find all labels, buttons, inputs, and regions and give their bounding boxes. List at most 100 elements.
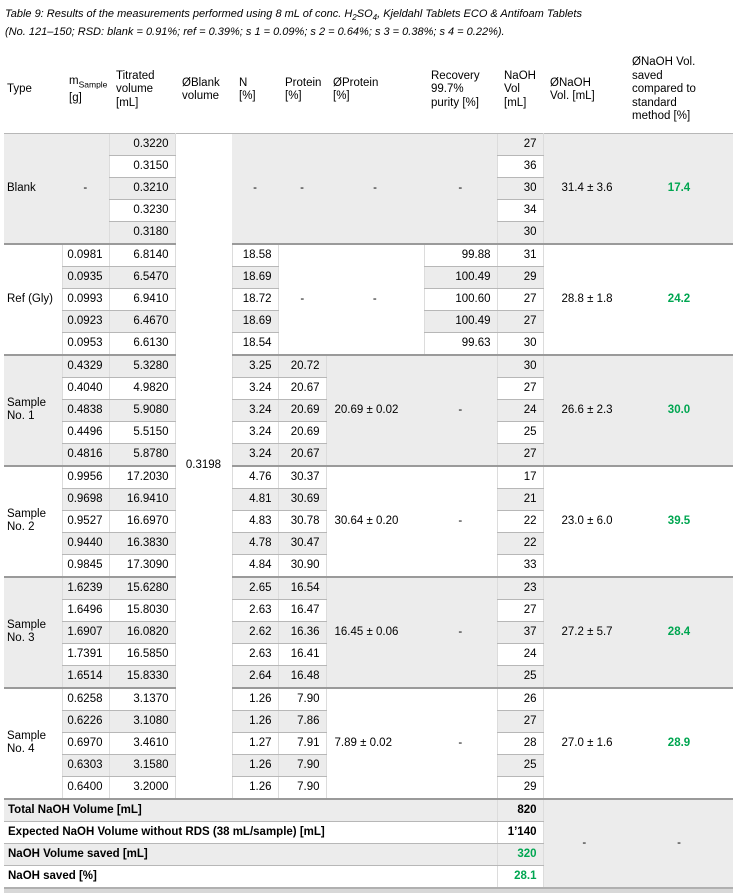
- table-row: 1.6496 15.8030 2.63 16.47 27: [4, 598, 733, 622]
- cell-n-percent: 1.26: [231, 709, 279, 733]
- table-row: Sample No. 1 0.4329 5.3280 3.25 20.72 20.69 ±…: [4, 353, 733, 466]
- cell-recovery: 99.88: [423, 242, 498, 267]
- cell-titrated-volume: 0.3220: [108, 132, 176, 156]
- cell-m-sample: 1.6907: [61, 620, 110, 644]
- col-header-recovery: Recovery 99.7% purity [%]: [424, 47, 497, 134]
- cell-m-sample: 1.7391: [61, 642, 110, 666]
- cell-type: Sample No. 2: [4, 464, 62, 577]
- table-row: 0.6400 3.2000 1.26 7.90 29: [4, 775, 733, 800]
- cell-naoh-vol: 23: [496, 575, 544, 600]
- cell-avg-protein: 30.64 ± 0.20: [326, 464, 424, 577]
- cell-recovery: 100.49: [423, 309, 498, 333]
- footer-label: Expected NaOH Volume without RDS (38 mL/…: [4, 821, 497, 844]
- footer-value: 1’140: [496, 820, 544, 844]
- cell-n-percent: 4.84: [231, 553, 279, 578]
- cell-m-sample: 0.4816: [61, 442, 110, 467]
- table-caption: Table 9: Results of the measurements per…: [5, 8, 582, 39]
- table-row: 0.9845 17.3090 4.84 30.90 33: [4, 553, 733, 578]
- table-row: 1.7391 16.5850 2.63 16.41 24: [4, 642, 733, 666]
- cell-protein: 7.90: [277, 775, 327, 800]
- cell-avg-naoh-vol: 26.6 ± 2.3: [543, 353, 625, 466]
- table-row: 0.4040 4.9820 3.24 20.67 27: [4, 376, 733, 400]
- table-row: 0.4496 5.5150 3.24 20.69 25: [4, 420, 733, 444]
- cell-naoh-vol: 27: [496, 287, 544, 311]
- cell-titrated-volume: 3.4610: [108, 731, 176, 755]
- cell-protein: 30.37: [277, 464, 327, 489]
- header-row: Type mSample [g] Titrated volume [mL] ØBl…: [4, 47, 733, 134]
- cell-n-percent: 18.69: [231, 309, 279, 333]
- cell-naoh-vol: 27: [496, 598, 544, 622]
- cell-n-percent: 2.63: [231, 598, 279, 622]
- cell-avg-protein: 20.69 ± 0.02: [326, 353, 424, 466]
- cell-recovery-merged: -: [424, 686, 497, 799]
- cell-titrated-volume: 6.9410: [108, 287, 176, 311]
- cell-m-sample: 0.6303: [61, 753, 110, 777]
- cell-avg-protein: 7.89 ± 0.02: [326, 686, 424, 799]
- cell-n-percent: 3.24: [231, 442, 279, 467]
- cell-titrated-volume: 0.3230: [108, 198, 176, 222]
- table-bottom-edge: [4, 888, 733, 893]
- cell-titrated-volume: 5.8780: [108, 442, 176, 467]
- cell-n-percent: 3.24: [231, 398, 279, 422]
- cell-m-sample: 0.4329: [61, 353, 110, 378]
- cell-protein: 20.72: [277, 353, 327, 378]
- cell-titrated-volume: 3.1370: [108, 686, 176, 711]
- cell-protein-merged: -: [278, 242, 326, 355]
- cell-n-percent: 4.78: [231, 531, 279, 555]
- cell-titrated-volume: 15.8030: [108, 598, 176, 622]
- cell-m-sample: 0.0923: [61, 309, 110, 333]
- cell-avg-naoh-vol: 28.8 ± 1.8: [543, 242, 625, 355]
- cell-protein: 30.78: [277, 509, 327, 533]
- cell-n-percent: 4.76: [231, 464, 279, 489]
- cell-titrated-volume: 6.5470: [108, 265, 176, 289]
- cell-m-sample: 0.4496: [61, 420, 110, 444]
- caption-line2: (No. 121–150; RSD: blank = 0.91%; ref = …: [5, 26, 505, 39]
- cell-m-sample: 0.0981: [61, 242, 110, 267]
- table-row: 0.9440 16.3830 4.78 30.47 22: [4, 531, 733, 555]
- cell-m-sample-merged: -: [62, 132, 109, 244]
- table-row: 1.6907 16.0820 2.62 16.36 37: [4, 620, 733, 644]
- cell-n-percent: 18.54: [231, 331, 279, 356]
- cell-protein: 20.69: [277, 420, 327, 444]
- cell-m-sample: 0.9845: [61, 553, 110, 578]
- cell-recovery: 100.49: [423, 265, 498, 289]
- table-row: 0.3150 36: [4, 154, 733, 178]
- cell-m-sample: 1.6496: [61, 598, 110, 622]
- col-header-type: Type: [4, 47, 62, 134]
- cell-m-sample: 0.4040: [61, 376, 110, 400]
- cell-n-percent: 4.81: [231, 487, 279, 511]
- cell-titrated-volume: 6.8140: [108, 242, 176, 267]
- cell-m-sample: 0.9956: [61, 464, 110, 489]
- cell-naoh-vol: 28: [496, 731, 544, 755]
- cell-n-percent: 1.26: [231, 775, 279, 800]
- cell-n-percent: 1.26: [231, 753, 279, 777]
- table-row: 0.3210 30: [4, 176, 733, 200]
- cell-protein: 20.69: [277, 398, 327, 422]
- col-header-protein: Protein [%]: [278, 47, 326, 134]
- table-row: 1.6514 15.8330 2.64 16.48 25: [4, 664, 733, 689]
- cell-naoh-saved-percent: 28.9: [625, 686, 733, 799]
- footer-label: NaOH saved [%]: [4, 865, 497, 889]
- cell-avg-protein: -: [326, 132, 424, 244]
- cell-naoh-vol: 36: [496, 154, 544, 178]
- cell-m-sample: 0.9527: [61, 509, 110, 533]
- table-row: Sample No. 3 1.6239 15.6280 2.65 16.54 16.45 …: [4, 575, 733, 688]
- cell-m-sample: 0.6970: [61, 731, 110, 755]
- footer-value: 28.1: [496, 864, 544, 889]
- cell-recovery-merged: -: [424, 464, 497, 577]
- cell-protein: 16.54: [277, 575, 327, 600]
- cell-naoh-saved-percent: 28.4: [625, 575, 733, 688]
- footer-label: Total NaOH Volume [mL]: [4, 797, 497, 822]
- table-row: 0.6970 3.4610 1.27 7.91 28: [4, 731, 733, 755]
- cell-m-sample: 0.0993: [61, 287, 110, 311]
- cell-naoh-vol: 24: [496, 642, 544, 666]
- cell-naoh-vol: 24: [496, 398, 544, 422]
- cell-recovery-merged: -: [424, 353, 497, 466]
- results-table-body: Blank -0.3220 0.3198- - - -27 31.4 ± 3.6 17.4 0.…: [4, 132, 733, 889]
- cell-m-sample: 0.6258: [61, 686, 110, 711]
- cell-titrated-volume: 5.9080: [108, 398, 176, 422]
- cell-titrated-volume: 16.5850: [108, 642, 176, 666]
- cell-titrated-volume: 16.9410: [108, 487, 176, 511]
- col-header-blank-volume: ØBlank volume: [175, 47, 232, 134]
- footer-avg-naoh-dash: -: [543, 797, 625, 889]
